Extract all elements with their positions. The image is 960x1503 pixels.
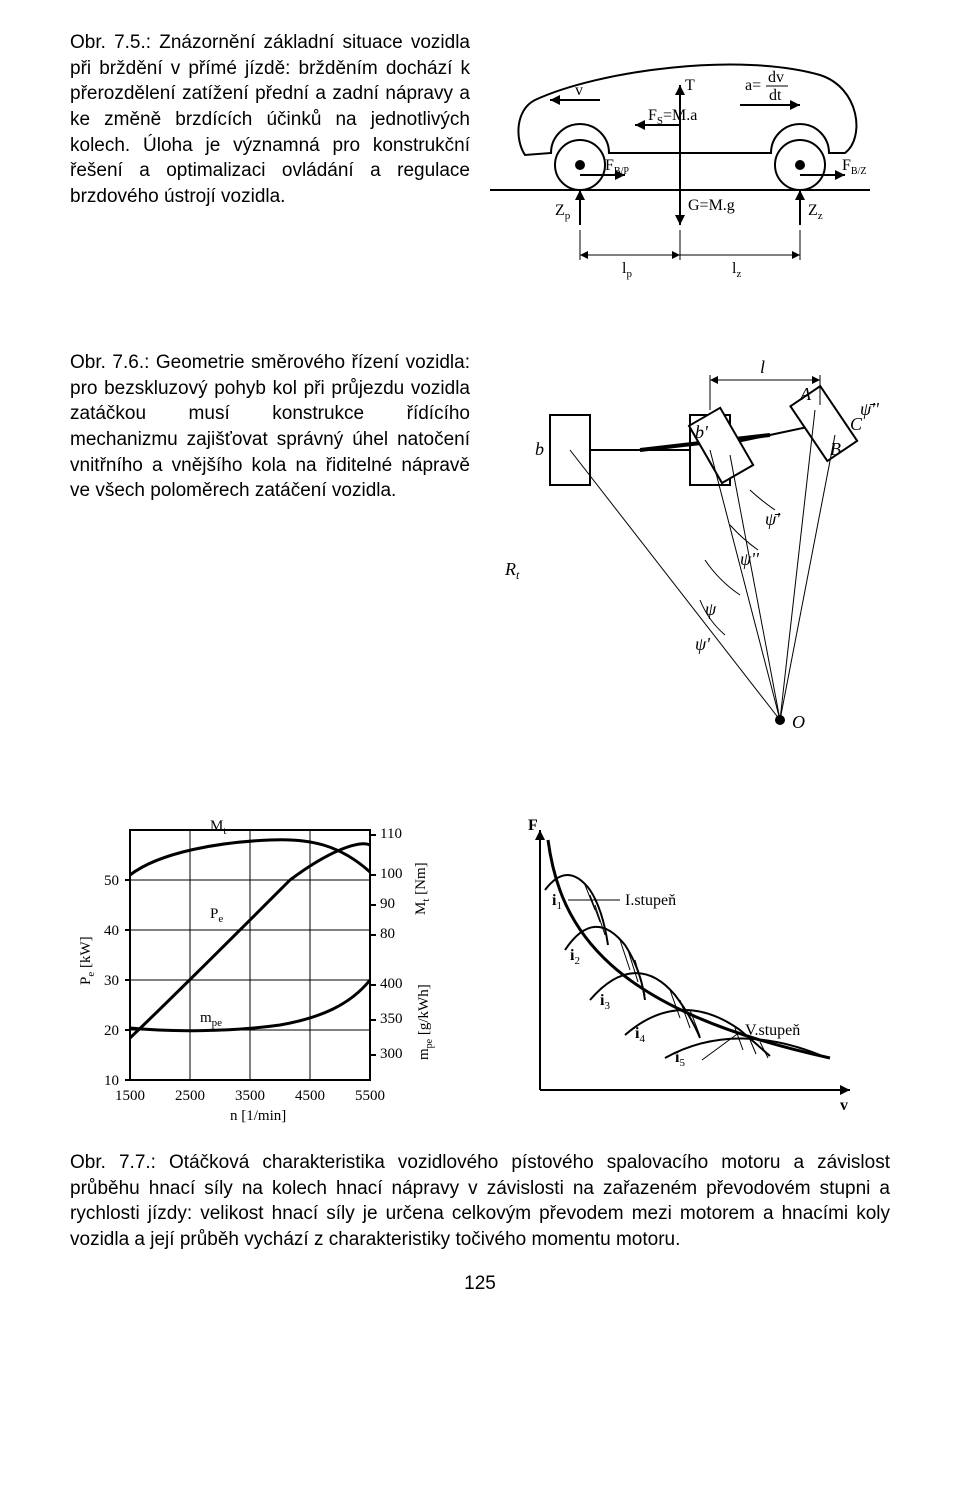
svg-text:i2: i2 xyxy=(570,947,580,967)
svg-text:80: 80 xyxy=(380,926,395,942)
svg-text:4500: 4500 xyxy=(295,1088,325,1104)
svg-text:dt: dt xyxy=(769,87,782,104)
svg-text:mpe: mpe xyxy=(200,1010,222,1029)
svg-text:ψ: ψ xyxy=(705,599,717,619)
svg-text:lp: lp xyxy=(622,260,632,280)
svg-text:n [1/min]: n [1/min] xyxy=(230,1108,286,1124)
fig77-left-chart: 10 20 30 40 50 Pe [kW] 110 100 90 80 xyxy=(70,810,450,1130)
svg-text:Pe [kW]: Pe [kW] xyxy=(78,936,97,985)
svg-text:5500: 5500 xyxy=(355,1088,385,1104)
svg-text:T: T xyxy=(685,77,695,94)
fig77-right-chart: F v i1 i2 i3 i4 i5 I.stupeň V.stupeň xyxy=(490,810,870,1130)
svg-text:lz: lz xyxy=(732,260,741,280)
svg-text:ψ̄': ψ̄' xyxy=(765,509,781,529)
svg-text:30: 30 xyxy=(104,973,119,989)
svg-text:Mt: Mt xyxy=(210,818,226,837)
svg-text:3500: 3500 xyxy=(235,1088,265,1104)
svg-text:50: 50 xyxy=(104,873,119,889)
svg-text:O: O xyxy=(792,712,805,732)
svg-text:i3: i3 xyxy=(600,992,610,1012)
page-number: 125 xyxy=(70,1273,890,1295)
svg-text:20: 20 xyxy=(104,1023,119,1039)
svg-text:40: 40 xyxy=(104,923,119,939)
svg-text:ψ̄'': ψ̄'' xyxy=(860,399,880,419)
svg-text:mpe [g/kWh]: mpe [g/kWh] xyxy=(416,984,435,1060)
svg-text:G=M.g: G=M.g xyxy=(688,197,735,214)
svg-text:Zp: Zp xyxy=(555,202,571,222)
svg-text:ψ': ψ' xyxy=(695,634,711,654)
svg-text:i4: i4 xyxy=(635,1025,645,1045)
svg-text:dv: dv xyxy=(768,69,784,86)
svg-text:90: 90 xyxy=(380,896,395,912)
svg-text:l: l xyxy=(760,357,765,377)
svg-text:Rt: Rt xyxy=(504,559,520,582)
fig76-caption: Obr. 7.6.: Geometrie směrového řízení vo… xyxy=(70,350,470,504)
svg-text:300: 300 xyxy=(380,1046,403,1062)
svg-text:Mt [Nm]: Mt [Nm] xyxy=(413,862,432,915)
svg-text:Pe: Pe xyxy=(210,906,223,925)
svg-text:B: B xyxy=(830,439,841,459)
svg-text:350: 350 xyxy=(380,1011,403,1027)
svg-text:FB/Z: FB/Z xyxy=(842,157,866,177)
fig76-diagram: l b b' A B C Rt O ψ ψ' ψ'' ψ̄' ψ̄'' xyxy=(480,350,880,750)
svg-text:2500: 2500 xyxy=(175,1088,205,1104)
svg-text:I.stupeň: I.stupeň xyxy=(625,892,676,909)
svg-text:400: 400 xyxy=(380,976,403,992)
svg-text:i5: i5 xyxy=(675,1049,685,1069)
svg-text:A: A xyxy=(799,384,812,404)
fig75-diagram: v T a= dv dt FS=M. xyxy=(480,30,880,290)
svg-text:Zz: Zz xyxy=(808,202,823,222)
svg-text:ψ'': ψ'' xyxy=(740,549,760,569)
svg-text:100: 100 xyxy=(380,866,403,882)
svg-text:10: 10 xyxy=(104,1073,119,1089)
svg-text:110: 110 xyxy=(380,826,402,842)
svg-text:F: F xyxy=(528,817,538,834)
svg-text:b: b xyxy=(535,439,544,459)
svg-text:1500: 1500 xyxy=(115,1088,145,1104)
svg-text:v: v xyxy=(575,82,583,99)
svg-text:b': b' xyxy=(695,422,709,442)
svg-text:V.stupeň: V.stupeň xyxy=(745,1022,800,1039)
fig75-caption: Obr. 7.5.: Znázornění základní situace v… xyxy=(70,30,470,209)
fig77-caption: Obr. 7.7.: Otáčková charakteristika vozi… xyxy=(70,1150,890,1253)
svg-text:v: v xyxy=(840,1097,848,1114)
